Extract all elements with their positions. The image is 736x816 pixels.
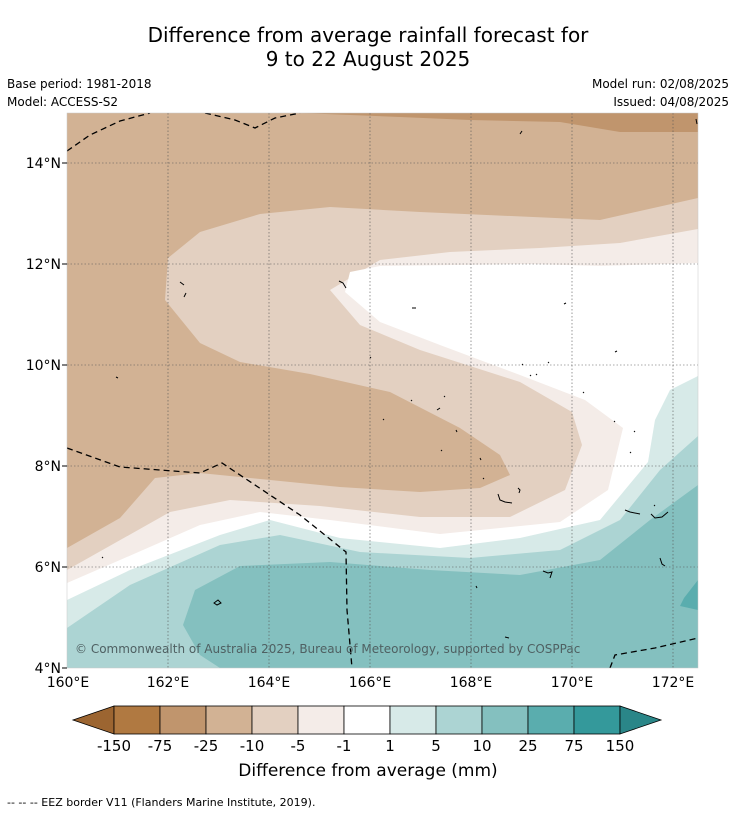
lat-tick-14: 14°N — [26, 156, 61, 172]
colorbar-tick-label: -5 — [291, 737, 306, 755]
colorbar-label: Difference from average (mm) — [238, 761, 498, 781]
meta-left: Base period: 1981-2018 Model: ACCESS-S2 — [7, 75, 152, 111]
lon-tick-164: 164°E — [248, 675, 291, 691]
colorbar-swatch — [251, 705, 299, 735]
region-plus1-wedge — [500, 265, 698, 495]
colorbar-swatch — [297, 705, 345, 735]
grid-lines — [67, 113, 698, 668]
colorbar-arrow-right — [619, 705, 663, 735]
lon-tick-172: 172°E — [652, 675, 695, 691]
colorbar-tick-label: -75 — [148, 737, 173, 755]
colorbar-swatch — [481, 705, 529, 735]
islands — [101, 118, 698, 639]
lon-tick-labels: 160°E 162°E 164°E 166°E 168°E 170°E 172°… — [47, 675, 695, 691]
colorbar-swatch — [159, 705, 207, 735]
region-plus25-plus75 — [680, 580, 698, 610]
colorbar-swatch — [573, 705, 621, 735]
map-fill — [67, 113, 698, 668]
colorbar-swatch — [527, 705, 575, 735]
colorbar-swatch — [205, 705, 253, 735]
colorbar-swatch — [343, 705, 391, 735]
title-line-2: 9 to 22 August 2025 — [265, 47, 471, 71]
colorbar-tick-label: 10 — [472, 737, 491, 755]
colorbar-tick-label: 75 — [564, 737, 583, 755]
colorbar: -150 -75 -25 -10 -5 -1 1 5 10 25 75 150 — [71, 705, 663, 755]
colorbar-swatch — [389, 705, 437, 735]
lat-tick-labels: 14°N 12°N 10°N 8°N 6°N 4°N — [26, 156, 61, 677]
colorbar-tick-label: 25 — [518, 737, 537, 755]
lon-tick-168: 168°E — [450, 675, 493, 691]
lat-tick-6: 6°N — [35, 560, 61, 576]
colorbar-tick-label: 150 — [606, 737, 635, 755]
region-minus75-minus25 — [300, 113, 698, 132]
lon-tick-162: 162°E — [147, 675, 190, 691]
colorbar-tick-label: -25 — [194, 737, 219, 755]
lon-tick-166: 166°E — [349, 675, 392, 691]
copyright-text: © Commonwealth of Australia 2025, Bureau… — [75, 642, 580, 656]
lon-tick-170: 170°E — [551, 675, 594, 691]
model-name: Model: ACCESS-S2 — [7, 95, 119, 109]
lat-tick-marks — [62, 162, 67, 669]
colorbar-arrow-left — [71, 705, 115, 735]
map-frame — [66, 112, 699, 669]
meta-right: Model run: 02/08/2025 Issued: 04/08/2025 — [592, 75, 729, 111]
lat-tick-4: 4°N — [35, 661, 61, 677]
lon-tick-160: 160°E — [47, 675, 90, 691]
eez-legend-note: -- -- -- EEZ border V11 (Flanders Marine… — [7, 796, 316, 809]
model-run: Model run: 02/08/2025 — [591, 77, 729, 91]
colorbar-swatch — [113, 705, 161, 735]
issued-date: Issued: 04/08/2025 — [613, 95, 729, 109]
base-period: Base period: 1981-2018 — [7, 77, 152, 91]
colorbar-swatch — [435, 705, 483, 735]
colorbar-tick-label: -150 — [97, 737, 131, 755]
colorbar-tick-label: -10 — [240, 737, 265, 755]
lat-tick-10: 10°N — [26, 358, 61, 374]
title-line-1: Difference from average rainfall forecas… — [147, 23, 589, 47]
colorbar-tick-label: 5 — [431, 737, 441, 755]
colorbar-tick-label: 1 — [385, 737, 395, 755]
colorbar-tick-label: -1 — [337, 737, 352, 755]
lat-tick-12: 12°N — [26, 257, 61, 273]
lat-tick-8: 8°N — [35, 459, 61, 475]
eez-borders — [67, 113, 698, 668]
region-plus10-plus25 — [183, 485, 698, 668]
